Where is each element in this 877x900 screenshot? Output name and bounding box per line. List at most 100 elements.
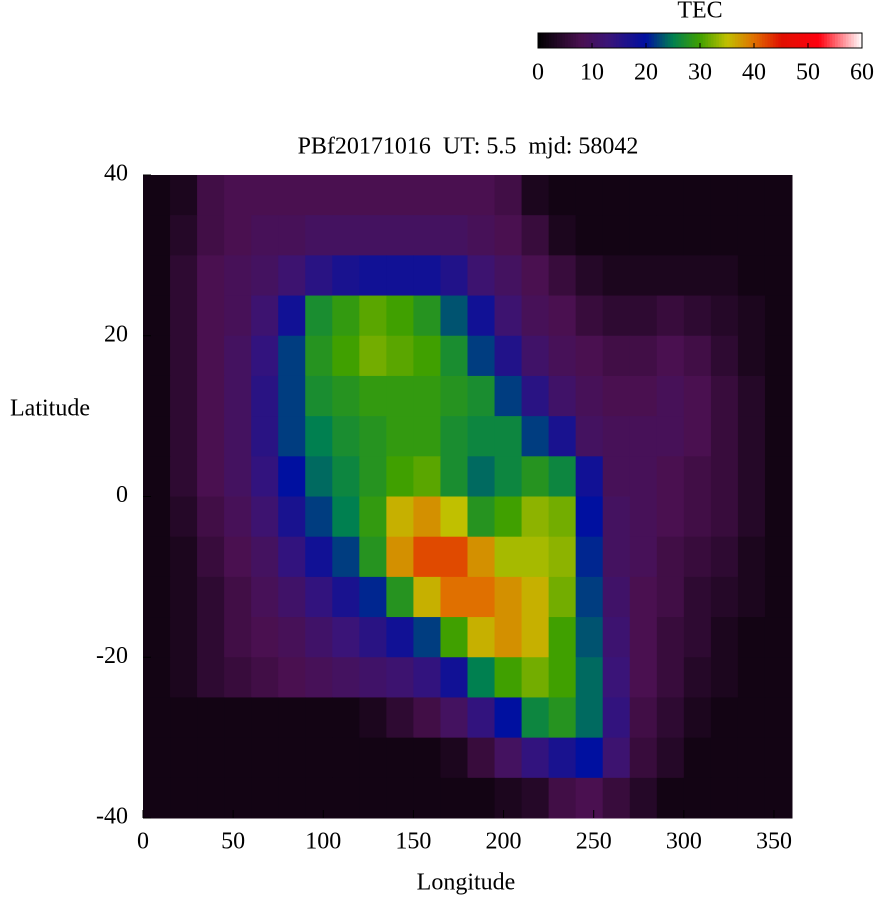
colorbar-swatch xyxy=(754,33,758,48)
colorbar-swatch xyxy=(656,33,660,48)
heatmap-cell xyxy=(467,576,496,618)
heatmap-cell xyxy=(710,617,739,658)
colorbar-swatch xyxy=(602,33,606,48)
colorbar-tick-label: 40 xyxy=(742,60,766,86)
heatmap-cell xyxy=(521,255,550,297)
heatmap-cell xyxy=(332,215,360,256)
heatmap-cell xyxy=(467,697,496,739)
heatmap-cell xyxy=(359,416,387,457)
heatmap-cell xyxy=(251,416,279,457)
heatmap-cell xyxy=(359,697,387,739)
heatmap-cell xyxy=(764,697,793,739)
heatmap-cell xyxy=(413,335,441,377)
heatmap-cell xyxy=(656,416,685,457)
heatmap-cell xyxy=(224,175,252,216)
colorbar-swatch xyxy=(632,33,636,48)
heatmap-cell xyxy=(440,215,468,256)
colorbar-swatch xyxy=(708,33,712,48)
heatmap-cell xyxy=(413,416,441,457)
heatmap-cell xyxy=(656,456,685,497)
heatmap-cell xyxy=(656,295,685,337)
heatmap-cell xyxy=(710,375,739,417)
colorbar-swatch xyxy=(683,33,687,48)
colorbar-swatch xyxy=(851,33,855,48)
heatmap-cell xyxy=(494,295,523,337)
heatmap-cell xyxy=(359,536,387,578)
heatmap-cell xyxy=(575,175,604,216)
colorbar-swatch xyxy=(791,33,795,48)
heatmap-cell xyxy=(521,737,550,779)
colorbar-swatch xyxy=(540,33,544,48)
heatmap-cell xyxy=(305,576,333,618)
heatmap-cell xyxy=(440,617,468,658)
heatmap-cell xyxy=(602,375,631,417)
heatmap-cell xyxy=(656,737,685,779)
heatmap-cell xyxy=(251,536,279,578)
heatmap-cell xyxy=(359,255,387,297)
heatmap-cell xyxy=(629,777,658,819)
colorbar-swatch xyxy=(789,33,793,48)
heatmap-cell xyxy=(467,295,496,337)
heatmap-cell xyxy=(170,375,198,417)
heatmap-cell xyxy=(467,777,496,819)
heatmap-cell xyxy=(602,335,631,377)
heatmap-cell xyxy=(710,175,739,216)
colorbar-swatch xyxy=(770,33,774,48)
heatmap-cell xyxy=(494,737,523,779)
heatmap-cell xyxy=(251,576,279,618)
heatmap-cell xyxy=(521,335,550,377)
heatmap-cell xyxy=(548,175,577,216)
heatmap-cell xyxy=(332,697,360,739)
heatmap-cell xyxy=(413,697,441,739)
heatmap-cell xyxy=(494,697,523,739)
y-tick-label: -40 xyxy=(96,804,128,830)
heatmap-cell xyxy=(656,496,685,538)
x-axis-label: Longitude xyxy=(417,870,516,896)
colorbar-swatch xyxy=(732,33,736,48)
heatmap-cell xyxy=(305,456,333,497)
heatmap-cell xyxy=(224,536,252,578)
heatmap-cell xyxy=(656,657,685,698)
colorbar-swatch xyxy=(751,33,755,48)
colorbar-swatch xyxy=(840,33,844,48)
heatmap-cell xyxy=(332,335,360,377)
colorbar-swatch xyxy=(619,33,623,48)
colorbar-swatch xyxy=(664,33,669,48)
heatmap-cell xyxy=(548,375,577,417)
colorbar-swatch xyxy=(646,33,650,48)
heatmap-cell xyxy=(737,657,766,698)
heatmap-cell xyxy=(575,456,604,497)
colorbar-swatch xyxy=(835,33,839,48)
colorbar-swatch xyxy=(610,33,615,48)
heatmap-cell xyxy=(764,657,793,698)
heatmap-cell xyxy=(332,255,360,297)
heatmap-cell xyxy=(197,617,225,658)
colorbar-swatch xyxy=(778,33,782,48)
heatmap-cell xyxy=(224,255,252,297)
heatmap-cell xyxy=(710,576,739,618)
heatmap-cell xyxy=(413,215,441,256)
y-axis-label: Latitude xyxy=(10,396,90,422)
heatmap-cell xyxy=(521,657,550,698)
heatmap-cell xyxy=(494,175,523,216)
heatmap-cell xyxy=(629,697,658,739)
heatmap-cell xyxy=(440,375,468,417)
heatmap-cell xyxy=(521,536,550,578)
heatmap-cell xyxy=(575,617,604,658)
heatmap-cell xyxy=(278,617,306,658)
heatmap-cell xyxy=(224,375,252,417)
colorbar-swatch xyxy=(578,33,582,48)
colorbar-swatch xyxy=(716,33,720,48)
heatmap-cell xyxy=(305,536,333,578)
heatmap-cell xyxy=(737,335,766,377)
heatmap-cell xyxy=(710,737,739,779)
heatmap-cell xyxy=(710,255,739,297)
colorbar-swatch xyxy=(605,33,609,48)
heatmap-cell xyxy=(683,657,712,698)
heatmap-cell xyxy=(359,295,387,337)
heatmap-cell xyxy=(305,617,333,658)
heatmap-cell xyxy=(602,536,631,578)
x-tick-label: 0 xyxy=(137,829,149,855)
heatmap-cell xyxy=(683,496,712,538)
colorbar-swatch xyxy=(573,33,577,48)
